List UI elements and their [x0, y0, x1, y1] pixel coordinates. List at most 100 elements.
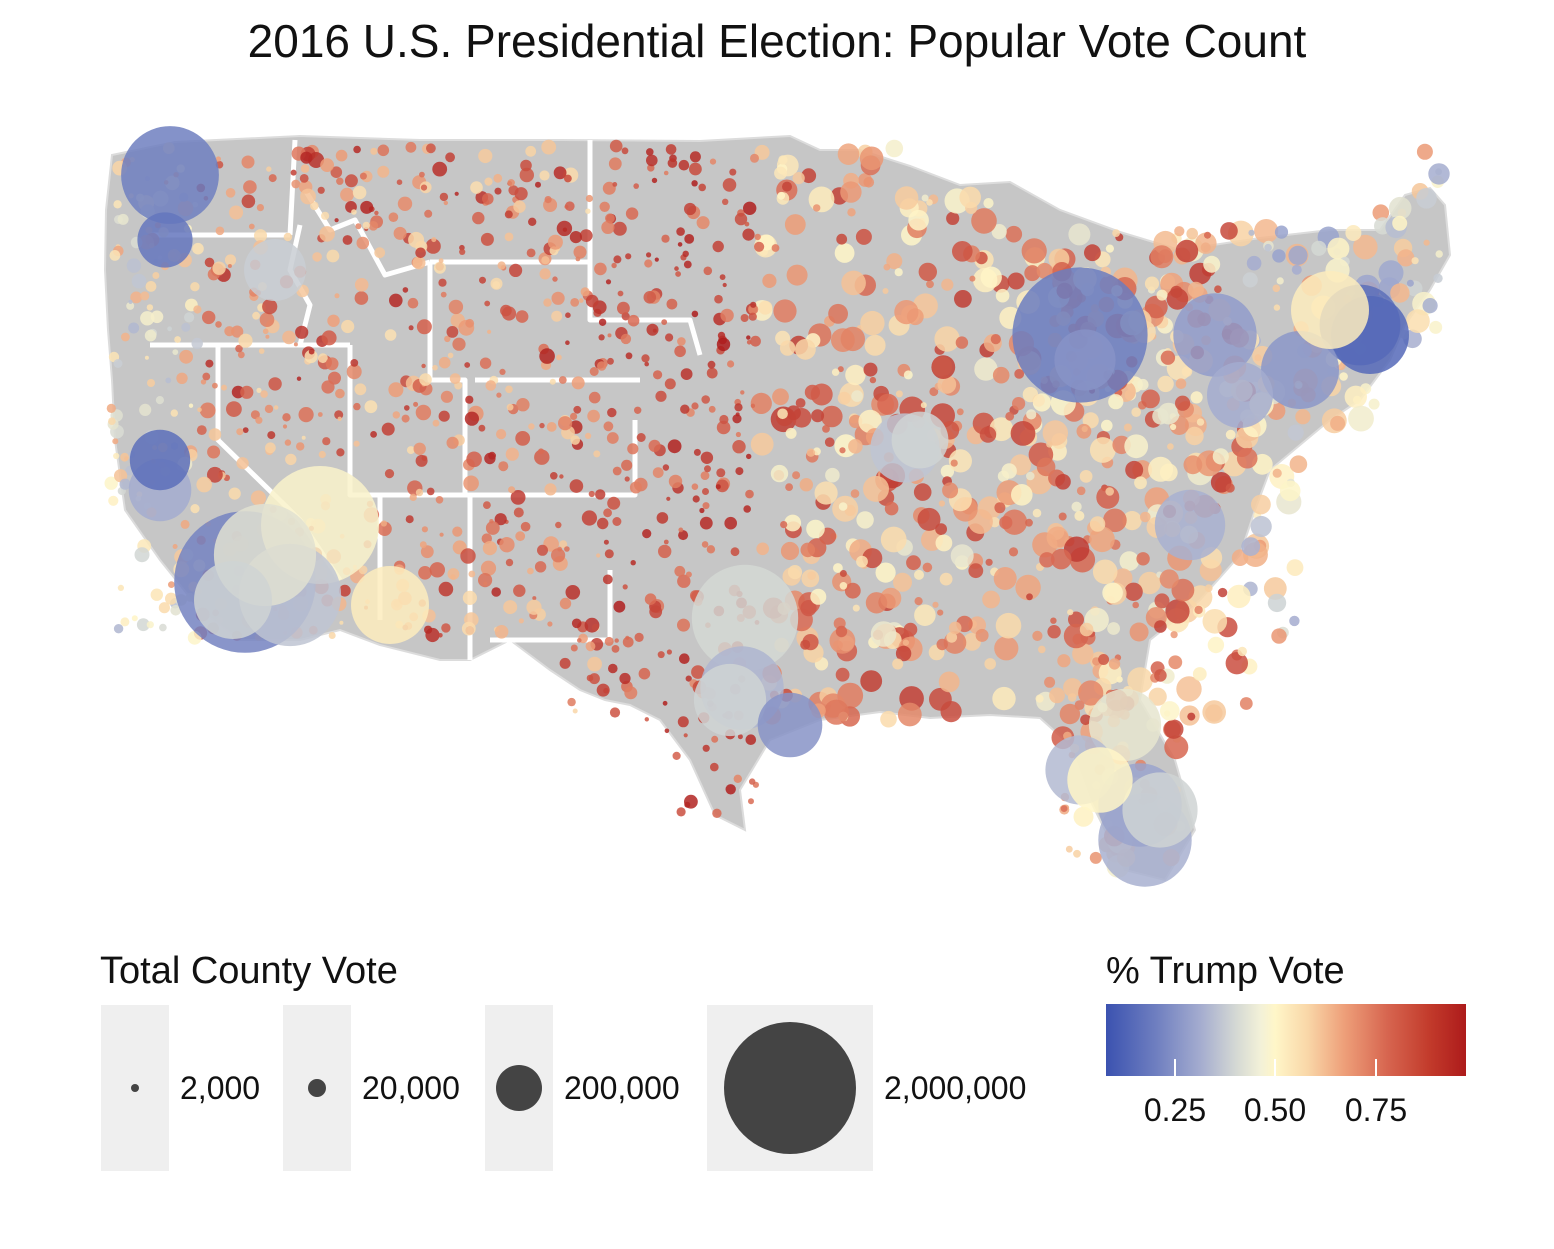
county-bubble — [847, 208, 856, 217]
county-bubble — [735, 467, 744, 476]
county-bubble — [836, 233, 848, 245]
county-bubble — [485, 380, 497, 391]
county-bubble — [580, 287, 590, 297]
county-bubble — [109, 250, 121, 261]
county-bubble — [424, 209, 433, 218]
county-bubble — [1137, 378, 1149, 391]
county-bubble — [532, 596, 537, 601]
county-bubble — [743, 505, 751, 513]
county-bubble — [1212, 448, 1229, 465]
county-bubble — [1368, 398, 1380, 410]
county-bubble — [678, 527, 684, 533]
county-bubble — [172, 349, 179, 355]
county-bubble — [750, 403, 756, 408]
county-bubble — [1344, 385, 1368, 408]
county-bubble — [1072, 643, 1094, 665]
county-bubble — [478, 424, 486, 432]
county-bubble — [621, 147, 629, 155]
county-bubble — [1036, 262, 1053, 279]
county-bubble — [607, 357, 614, 365]
county-bubble — [190, 282, 200, 292]
county-bubble — [416, 319, 432, 335]
county-bubble — [1021, 238, 1047, 264]
county-bubble — [602, 574, 613, 585]
county-bubble — [707, 360, 716, 369]
county-bubble — [1220, 222, 1238, 240]
county-bubble — [104, 476, 118, 490]
county-bubble — [405, 515, 414, 524]
county-bubble — [215, 226, 225, 236]
county-bubble — [745, 734, 757, 745]
county-bubble — [321, 380, 335, 394]
county-bubble — [821, 405, 843, 428]
county-bubble — [466, 451, 482, 468]
county-bubble — [556, 354, 562, 361]
county-bubble — [612, 221, 627, 236]
county-bubble — [702, 744, 710, 752]
county-bubble — [685, 571, 692, 578]
county-bubble — [882, 288, 889, 294]
county-bubble — [344, 174, 358, 188]
county-bubble — [1429, 320, 1443, 334]
county-bubble — [714, 294, 723, 304]
county-bubble — [319, 226, 335, 242]
county-bubble — [113, 359, 123, 368]
county-bubble — [336, 448, 345, 457]
county-bubble — [914, 569, 924, 580]
county-bubble-major — [757, 692, 823, 758]
county-bubble — [744, 221, 750, 227]
county-bubble — [1103, 508, 1127, 533]
county-bubble — [585, 294, 599, 308]
county-bubble — [168, 581, 175, 588]
county-bubble — [613, 255, 622, 264]
county-bubble — [1207, 636, 1225, 654]
county-bubble — [419, 373, 432, 386]
county-bubble — [435, 496, 444, 504]
county-bubble — [814, 481, 838, 505]
county-bubble — [594, 262, 607, 276]
county-bubble — [1170, 285, 1183, 298]
county-bubble — [716, 420, 731, 435]
county-bubble — [1107, 622, 1120, 635]
county-bubble — [719, 274, 726, 280]
county-bubble — [633, 183, 639, 189]
county-bubble — [370, 431, 377, 438]
county-bubble — [758, 300, 773, 315]
county-bubble — [677, 574, 691, 588]
county-bubble — [300, 164, 310, 173]
county-bubble — [799, 478, 813, 492]
county-bubble — [308, 348, 315, 355]
county-bubble — [144, 329, 157, 342]
county-bubble — [499, 537, 515, 553]
county-bubble — [932, 601, 939, 608]
county-bubble — [419, 171, 425, 178]
county-bubble — [1122, 510, 1142, 531]
county-bubble — [472, 211, 485, 225]
county-bubble — [1196, 418, 1205, 426]
county-bubble — [181, 322, 191, 332]
county-bubble-major — [1173, 293, 1257, 377]
county-bubble — [712, 808, 722, 818]
county-bubble — [903, 622, 918, 637]
county-bubble — [494, 625, 509, 639]
county-bubble — [938, 500, 946, 507]
county-bubble — [1148, 456, 1174, 482]
size-key-circle-200000 — [496, 1065, 542, 1111]
county-bubble — [629, 481, 642, 494]
county-bubble — [404, 405, 410, 411]
county-bubble — [415, 404, 432, 421]
county-bubble — [913, 483, 932, 501]
county-bubble — [841, 270, 866, 296]
county-bubble — [993, 567, 1017, 590]
county-bubble-major — [1054, 329, 1116, 391]
county-bubble — [353, 145, 361, 154]
county-bubble — [1272, 249, 1286, 263]
county-bubble — [1273, 304, 1281, 311]
county-bubble — [415, 488, 424, 497]
county-bubble — [318, 450, 326, 459]
county-bubble — [648, 439, 661, 452]
county-bubble — [188, 403, 194, 408]
county-bubble — [415, 247, 426, 259]
county-bubble — [539, 170, 550, 181]
county-bubble — [539, 348, 555, 364]
